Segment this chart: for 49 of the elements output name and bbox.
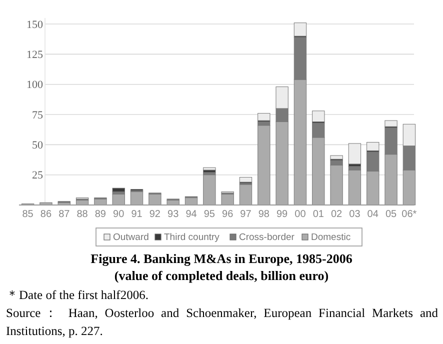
x-tick-label: 93 — [168, 209, 180, 220]
y-tick-label: 150 — [26, 18, 44, 31]
bar — [112, 188, 125, 192]
x-tick-label: 03 — [349, 209, 361, 220]
x-tick-label: 97 — [240, 209, 252, 220]
legend-label: Third country — [164, 232, 220, 243]
x-tick-label: 89 — [94, 209, 106, 220]
x-tick-label: 86 — [40, 209, 52, 220]
bar — [330, 164, 343, 206]
x-tick-label: 04 — [367, 209, 379, 220]
legend-label: Outward — [113, 232, 149, 243]
source-note: Source： Haan, Oosterloo and Schoenmaker, European Financial Markets and Institutions, p. 227. — [6, 305, 438, 340]
x-tick-label: 00 — [294, 209, 306, 220]
bar — [239, 177, 252, 182]
bar — [148, 194, 162, 206]
bar — [203, 174, 216, 206]
x-tick-label: 92 — [149, 209, 161, 220]
x-tick-label: 90 — [113, 209, 125, 220]
bar — [348, 170, 362, 206]
x-tick-label: 99 — [276, 209, 288, 220]
y-tick-label: 75 — [32, 109, 44, 122]
x-tick-label: 96 — [222, 209, 234, 220]
x-tick-label: 88 — [76, 209, 88, 220]
x-tick-label: 01 — [312, 209, 324, 220]
x-tick-label: 87 — [58, 209, 70, 220]
x-tick-label: 02 — [330, 209, 343, 220]
bar — [112, 194, 125, 206]
x-tick-label: 85 — [22, 209, 34, 220]
bar — [203, 167, 216, 170]
text: ＊Date of the first half2006. — [6, 287, 150, 304]
bar — [258, 125, 270, 206]
bar — [348, 143, 362, 164]
y-tick-label: 50 — [32, 140, 44, 152]
x-tick-label: 05 — [385, 209, 398, 220]
text: (value of completed deals, billion euro) — [113, 267, 330, 284]
y-tick-label: 100 — [26, 79, 44, 92]
text: Figure 4. Banking M&As in Europe, 1985-2006 — [90, 250, 354, 267]
bar — [221, 194, 234, 206]
legend-label: Domestic — [311, 232, 351, 243]
x-tick-label: 94 — [186, 209, 198, 220]
bar — [239, 184, 252, 206]
x-tick-label: 95 — [204, 209, 216, 220]
y-tick-label: 25 — [32, 170, 44, 182]
bar — [130, 191, 144, 206]
y-tick-label: 125 — [26, 49, 44, 62]
legend-label: Cross-border — [239, 232, 294, 243]
x-tick-label: 91 — [131, 209, 143, 220]
x-tick-label: 06* — [402, 209, 417, 220]
x-tick-label: 98 — [258, 209, 270, 220]
